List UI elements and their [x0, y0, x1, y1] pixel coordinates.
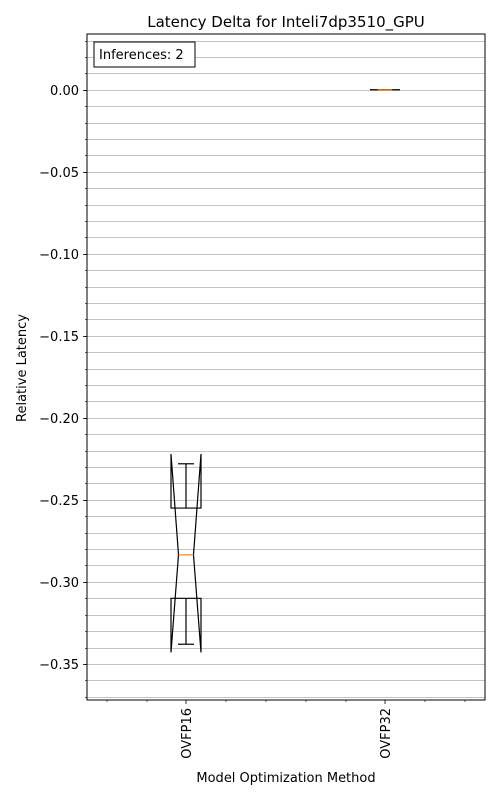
x-axis-label: Model Optimization Method: [196, 771, 375, 786]
y-tick-label: −0.35: [39, 658, 79, 673]
box-ovfp16: [170, 453, 202, 653]
y-tick-label: −0.05: [39, 166, 79, 181]
grid-layer: [87, 41, 485, 698]
annotation-text: Inferences: 2: [99, 48, 184, 63]
y-tick-label: −0.15: [39, 330, 79, 345]
x-tick-label: OVFP32: [379, 708, 394, 759]
annotation-frame: [93, 41, 196, 68]
axis-layer: 0.00 −0.05 −0.10 −0.15 −0.20 −0.25 −0.30 −0.35 O…: [39, 41, 466, 759]
y-axis-label: Relative Latency: [15, 314, 30, 422]
y-tick-label: 0.00: [50, 84, 79, 99]
y-tick-label: −0.30: [39, 576, 79, 591]
y-tick-label: −0.20: [39, 412, 79, 427]
y-tick-label: −0.25: [39, 494, 79, 509]
chart-title: Latency Delta for Inteli7dp3510_GPU: [147, 13, 425, 32]
box-body: [170, 453, 202, 653]
box-layer: [170, 89, 400, 653]
plot-frame: [86, 33, 486, 701]
inferences-annotation: Inferences: 2: [93, 41, 196, 68]
y-tick-label: −0.10: [39, 248, 79, 263]
x-tick-label: OVFP16: [180, 708, 195, 759]
